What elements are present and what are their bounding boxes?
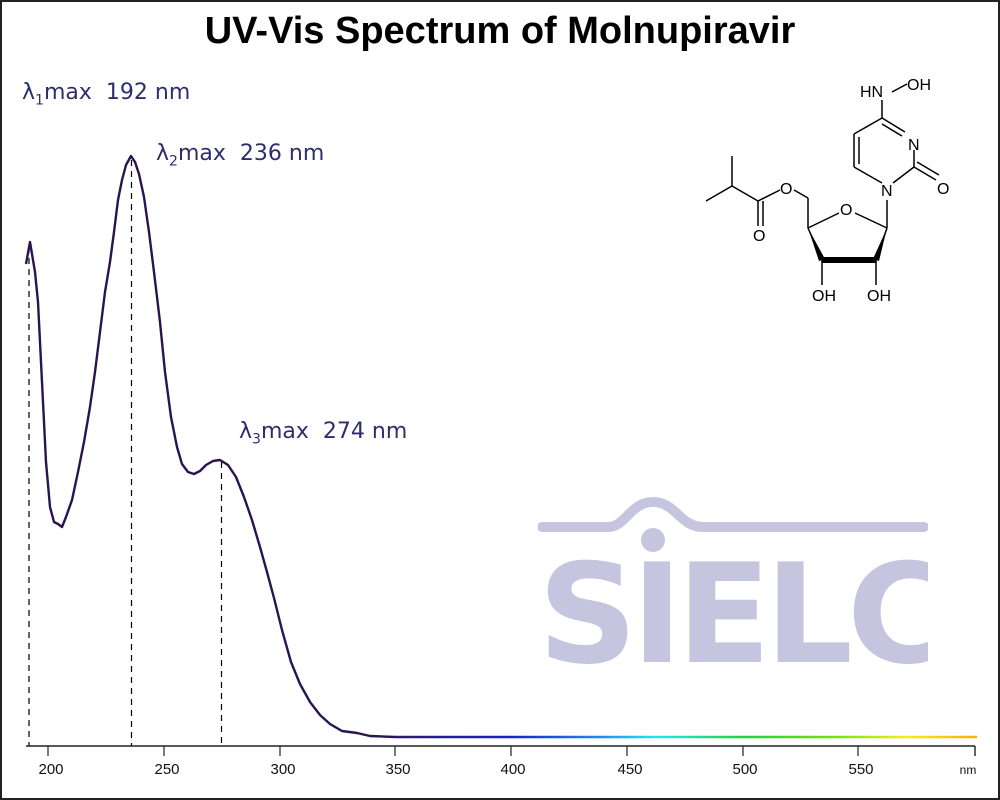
x-axis-tick-labels: 200 250 300 350 400 450 500 550 nm — [38, 761, 976, 778]
peak1-label: λ1max 192 nm — [22, 80, 191, 109]
tick-label-250: 250 — [154, 761, 179, 778]
peak3-label: λ3max 274 nm — [239, 419, 408, 448]
x-axis-ticks — [47, 746, 859, 756]
label-o-ring: O — [840, 202, 852, 219]
watermark-text: SIELC — [538, 534, 928, 677]
label-o-carbonyl-base: O — [937, 181, 949, 198]
label-o-ester: O — [780, 181, 792, 198]
peak2-label: λ2max 236 nm — [156, 141, 325, 170]
label-oh-top: OH — [907, 77, 931, 94]
chart-title: UV-Vis Spectrum of Molnupiravir — [204, 10, 796, 52]
tick-label-200: 200 — [38, 761, 63, 778]
tick-label-550: 550 — [848, 761, 873, 778]
sielc-watermark-logo: SIELC — [538, 497, 928, 677]
axis-unit-label: nm — [960, 763, 977, 777]
label-hn: HN — [860, 84, 883, 101]
tick-label-400: 400 — [500, 761, 525, 778]
tick-label-450: 450 — [617, 761, 642, 778]
tick-label-300: 300 — [270, 761, 295, 778]
label-oh-2: OH — [867, 288, 891, 305]
molnupiravir-structure: HN OH N O N O O O OH OH — [705, 77, 949, 305]
tick-label-500: 500 — [732, 761, 757, 778]
label-oh-3: OH — [812, 288, 836, 305]
tick-label-350: 350 — [385, 761, 410, 778]
label-n1: N — [881, 183, 893, 200]
spectrum-curve — [24, 154, 396, 739]
label-o-ester-carbonyl: O — [753, 228, 765, 245]
label-n3: N — [908, 137, 920, 154]
